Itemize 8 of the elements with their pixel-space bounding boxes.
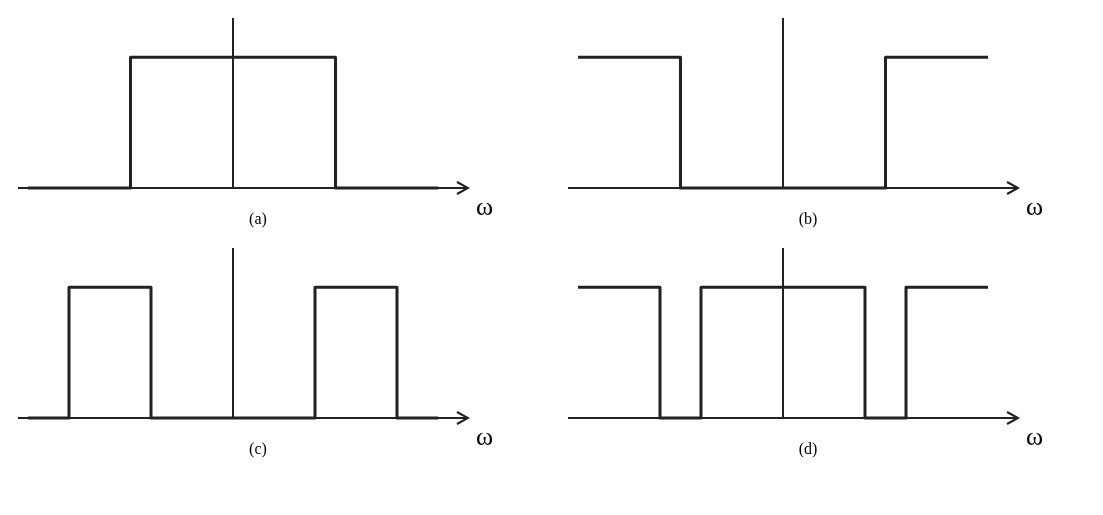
- x-axis-title: ω: [476, 422, 494, 452]
- text: (b): [798, 210, 818, 227]
- x-axis-title: ω: [476, 192, 494, 222]
- text: (c): [249, 440, 267, 457]
- text: (a): [249, 210, 267, 227]
- x-axis-title: ω: [1026, 422, 1044, 452]
- x-axis-title: ω: [1026, 192, 1044, 222]
- text: (d): [798, 440, 818, 457]
